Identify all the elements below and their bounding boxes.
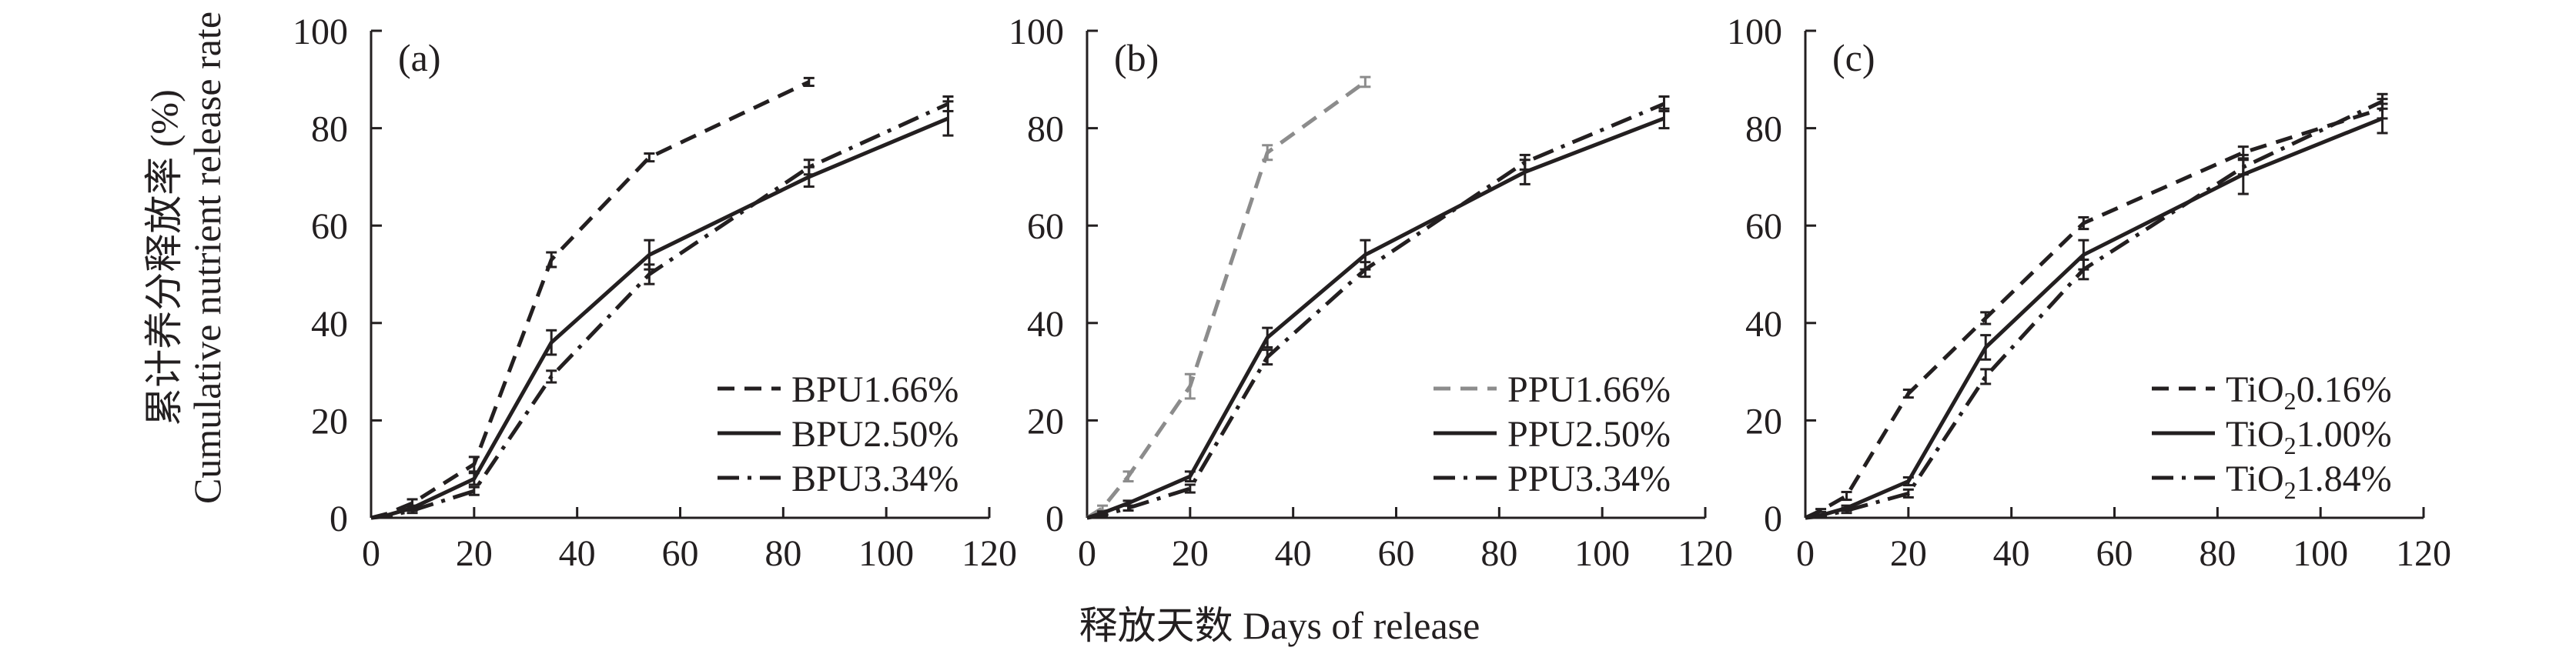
series-3 [1805,92,2388,520]
y-tick-label: 80 [1027,109,1064,150]
series-1 [1804,98,2388,520]
x-tick-label: 20 [1172,533,1209,574]
x-axis-title: 释放天数 Days of release [1079,604,1480,647]
x-tick-label: 20 [1890,533,1927,574]
y-tick-label: 60 [311,206,348,247]
y-tick-label: 80 [311,109,348,150]
panel-label: (b) [1114,36,1159,79]
y-tick-label: 20 [1745,401,1782,442]
series-line [1086,102,1665,520]
y-tick-label: 100 [1727,12,1782,52]
series-line [1086,80,1367,520]
y-tick-label: 40 [1745,304,1782,345]
x-tick-label: 0 [1796,533,1815,574]
x-tick-label: 60 [1378,533,1415,574]
y-tick-label: 80 [1745,109,1782,150]
legend-label: BPU2.50% [791,414,958,455]
series-3 [370,95,954,520]
x-tick-label: 80 [764,533,801,574]
series-line [370,80,810,520]
x-tick-label: 80 [2199,533,2236,574]
x-tick-label: 100 [1574,533,1630,574]
legend: PPU1.66%PPU2.50%PPU3.34% [1434,369,1671,499]
legend-label: BPU1.66% [791,369,958,410]
legend-label: PPU3.34% [1507,459,1671,499]
x-tick-label: 120 [1678,533,1733,574]
y-tick-label: 60 [1027,206,1064,247]
y-tick-label: 100 [293,12,348,52]
x-tick-label: 100 [858,533,914,574]
x-tick-label: 40 [1275,533,1312,574]
legend: BPU1.66%BPU2.50%BPU3.34% [718,369,958,499]
series-2 [1805,102,2388,520]
y-axis-title-zh: 累计养分释放率 (%) [142,89,186,425]
y-tick-label: 60 [1745,206,1782,247]
y-tick-label: 40 [311,304,348,345]
legend: TiO20.16%TiO21.00%TiO21.84% [2152,369,2392,504]
legend-label: TiO20.16% [2226,369,2392,415]
x-tick-label: 120 [962,533,1017,574]
x-tick-label: 0 [1078,533,1096,574]
series-2 [370,100,954,520]
panel-label: (c) [1832,36,1875,79]
series-line [370,102,949,520]
x-tick-label: 0 [362,533,380,574]
legend-label: PPU2.50% [1507,414,1671,455]
y-tick-label: 0 [1764,499,1782,539]
y-tick-label: 100 [1009,12,1064,52]
series-line [1804,106,2384,520]
x-tick-label: 20 [456,533,493,574]
x-tick-label: 60 [662,533,699,574]
x-tick-label: 60 [2096,533,2133,574]
y-tick-label: 0 [330,499,348,539]
series-3 [1086,95,1670,520]
x-tick-label: 100 [2293,533,2348,574]
y-tick-label: 40 [1027,304,1064,345]
y-tick-label: 20 [1027,401,1064,442]
x-tick-label: 40 [1993,533,2030,574]
x-tick-label: 40 [559,533,596,574]
series-1 [370,76,815,520]
x-tick-label: 80 [1480,533,1517,574]
y-tick-label: 0 [1045,499,1064,539]
y-tick-label: 20 [311,401,348,442]
legend-label: TiO21.84% [2226,459,2392,504]
legend-label: PPU1.66% [1507,369,1671,410]
x-tick-label: 120 [2396,533,2451,574]
series-2 [1086,107,1670,520]
series-1 [1086,75,1371,520]
panel-label: (a) [398,36,441,79]
legend-label: TiO21.00% [2226,414,2392,459]
legend-label: BPU3.34% [791,459,958,499]
y-axis-title-en: Cumulative nutrient release rate [186,12,229,504]
